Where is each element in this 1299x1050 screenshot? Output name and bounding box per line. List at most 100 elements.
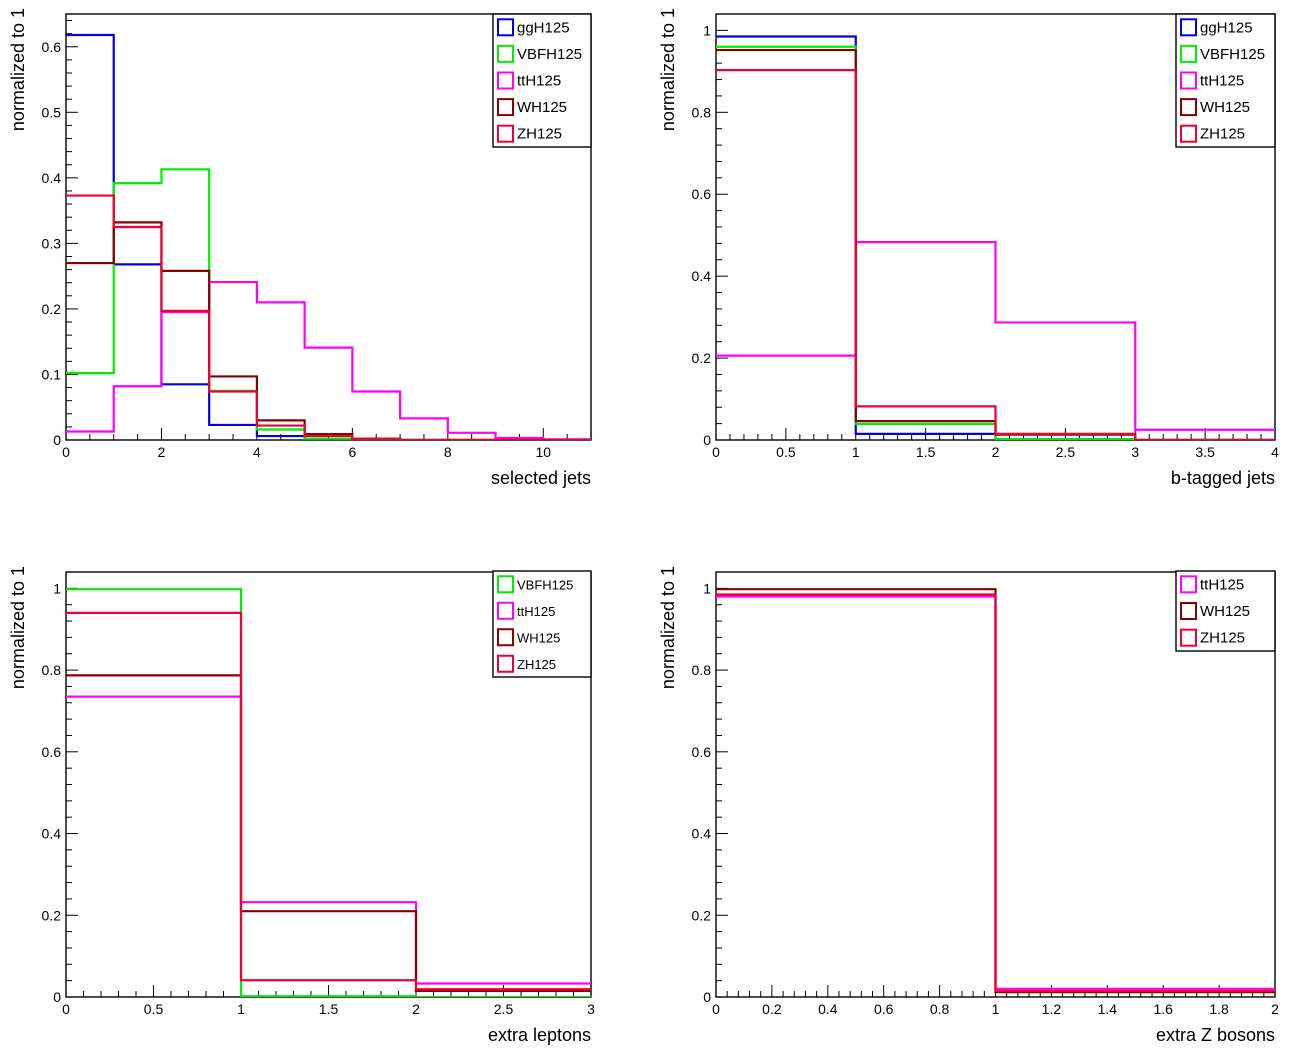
- legend-swatch-vbfh125: [497, 575, 514, 594]
- legend-swatch-wh125: [497, 98, 514, 117]
- y-tick-label: 0: [53, 432, 61, 448]
- legend-swatch-wh125: [497, 628, 514, 647]
- histogram-b-tagged-jets: 0 0.2 0.4 0.6 0.8 1 0 0.5 1 1.5 2 2.5 3 3.5 4 b-tagged …: [658, 8, 1279, 488]
- x-tick-label: 2: [1271, 1001, 1279, 1017]
- x-tick-label: 0: [712, 444, 720, 460]
- legend-label-tth125: ttH125: [1200, 576, 1244, 593]
- y-axis-label: normalized to 1: [8, 566, 28, 689]
- legend-label-wh125: WH125: [1200, 99, 1250, 116]
- legend-label-wh125: WH125: [517, 630, 560, 645]
- y-tick-label: 0: [703, 432, 711, 448]
- x-tick-label: 4: [1271, 444, 1279, 460]
- x-tick-label: 1.8: [1209, 1001, 1229, 1017]
- y-tick-label: 1: [703, 22, 711, 38]
- x-axis-label: extra leptons: [488, 1025, 591, 1045]
- y-tick-label: 0.5: [42, 104, 62, 120]
- legend-swatch-wh125: [1180, 602, 1197, 620]
- x-tick-label: 0: [712, 1001, 720, 1017]
- x-tick-label: 0.8: [930, 1001, 950, 1017]
- x-tick-label: 10: [535, 444, 551, 460]
- legend-swatch-zh125: [1180, 124, 1197, 143]
- legend-label-zh125: ZH125: [1200, 126, 1245, 143]
- legend-label-tth125: ttH125: [517, 73, 561, 90]
- legend-swatch-tth125: [497, 601, 514, 620]
- legend-swatch-wh125: [1180, 98, 1197, 117]
- x-tick-label: 6: [348, 444, 356, 460]
- x-tick-label: 1.5: [319, 1001, 339, 1017]
- y-tick-label: 0.4: [692, 826, 712, 842]
- x-tick-label: 0.4: [818, 1001, 838, 1017]
- y-tick-label: 0.2: [692, 350, 712, 366]
- x-tick-label: 4: [253, 444, 261, 460]
- series-wh125: [66, 221, 591, 440]
- legend-label-vbfh125: VBFH125: [517, 577, 573, 592]
- legend-label-wh125: WH125: [1200, 603, 1250, 620]
- x-tick-label: 3: [1131, 444, 1139, 460]
- y-tick-label: 0.2: [42, 301, 62, 317]
- legend: VBFH125 ttH125 WH125 ZH125: [492, 570, 592, 678]
- x-tick-label: 0.5: [144, 1001, 164, 1017]
- x-tick-label: 0: [62, 444, 70, 460]
- legend-swatch-zh125: [1180, 628, 1197, 647]
- legend-label-tth125: ttH125: [517, 604, 555, 619]
- y-tick-label: 0: [703, 989, 711, 1005]
- legend-label-ggh125: ggH125: [1200, 19, 1253, 36]
- legend-label-vbfh125: VBFH125: [517, 46, 582, 63]
- y-tick-label: 0.6: [42, 39, 62, 55]
- series-zh125: [716, 593, 1275, 992]
- legend-swatch-tth125: [497, 71, 514, 90]
- y-tick-label: 0.6: [692, 744, 712, 760]
- y-axis-label: normalized to 1: [658, 566, 678, 689]
- legend-swatch-tth125: [1180, 575, 1197, 594]
- x-tick-label: 2: [992, 444, 1000, 460]
- legend-label-tth125: ttH125: [1200, 73, 1244, 90]
- x-tick-label: 0.2: [762, 1001, 782, 1017]
- series-zh125: [716, 69, 1275, 440]
- series-vbfh125: [66, 588, 591, 997]
- series-vbfh125: [66, 168, 591, 440]
- series-zh125: [66, 611, 591, 991]
- x-axis-label: b-tagged jets: [1171, 468, 1275, 488]
- y-tick-label: 0.4: [692, 268, 712, 284]
- x-tick-label: 1: [237, 1001, 245, 1017]
- y-axis-label: normalized to 1: [8, 8, 28, 131]
- legend-label-zh125: ZH125: [517, 126, 562, 143]
- histogram-selected-jets: 0 0.1 0.2 0.3 0.4 0.5 0.6 0 2 4 6 8 10 selected jets n…: [8, 8, 592, 488]
- x-tick-label: 1.2: [1042, 1001, 1062, 1017]
- series-tth125: [66, 280, 591, 440]
- y-tick-label: 1: [703, 580, 711, 596]
- x-tick-label: 0.6: [874, 1001, 894, 1017]
- series-tth125: [66, 695, 591, 985]
- legend-swatch-ggh125: [497, 18, 514, 37]
- series-ggh125: [66, 33, 591, 440]
- y-tick-label: 0: [53, 989, 61, 1005]
- x-tick-label: 0.5: [776, 444, 796, 460]
- x-tick-label: 3.5: [1195, 444, 1215, 460]
- y-tick-label: 0.6: [42, 744, 62, 760]
- x-tick-label: 1.6: [1153, 1001, 1173, 1017]
- x-axis-label: extra Z bosons: [1156, 1025, 1275, 1045]
- x-tick-label: 1: [852, 444, 860, 460]
- y-tick-label: 0.2: [42, 907, 62, 923]
- y-tick-label: 1: [53, 580, 61, 596]
- series-wh125: [66, 674, 591, 992]
- legend-label-zh125: ZH125: [1200, 630, 1245, 647]
- x-tick-label: 2: [412, 1001, 420, 1017]
- x-tick-label: 2.5: [1056, 444, 1076, 460]
- y-tick-label: 0.4: [42, 826, 62, 842]
- y-tick-label: 0.8: [42, 662, 62, 678]
- y-tick-label: 0.6: [692, 186, 712, 202]
- legend-swatch-vbfh125: [497, 44, 514, 63]
- legend-swatch-tth125: [1180, 71, 1197, 90]
- legend: ggH125 VBFH125 ttH125 WH125 ZH125: [1175, 13, 1276, 148]
- x-tick-label: 8: [444, 444, 452, 460]
- histogram-extra-z-bosons: 0 0.2 0.4 0.6 0.8 1 0 0.2 0.4 0.6 0.8 1 1.2 1.4 1.6 1.8…: [658, 566, 1279, 1045]
- y-tick-label: 0.1: [42, 366, 62, 382]
- legend: ttH125 WH125 ZH125: [1175, 570, 1276, 652]
- legend-label-zh125: ZH125: [517, 657, 556, 672]
- y-tick-label: 0.4: [42, 170, 62, 186]
- series-tth125: [716, 241, 1275, 431]
- legend: ggH125 VBFH125 ttH125 WH125 ZH125: [492, 13, 592, 148]
- x-tick-label: 2: [158, 444, 166, 460]
